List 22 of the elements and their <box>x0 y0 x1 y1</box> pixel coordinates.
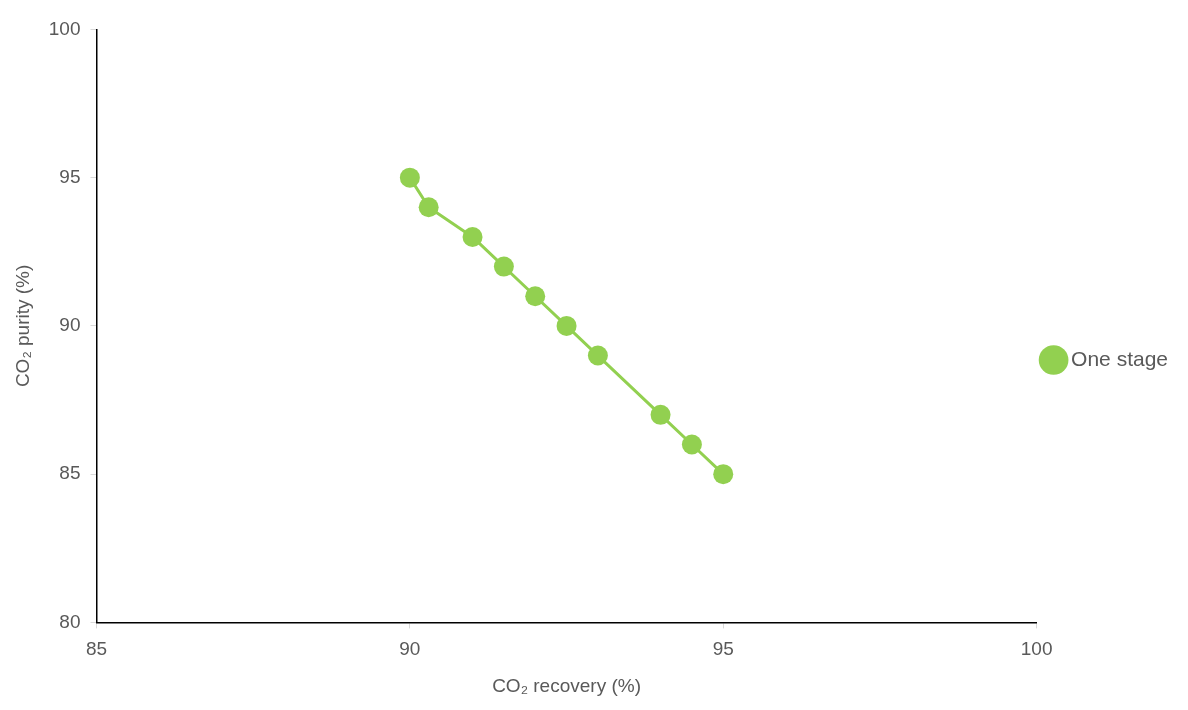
x-tick-label: 100 <box>1020 638 1053 660</box>
x-tick-label: 85 <box>85 638 108 660</box>
y-tick-label: 85 <box>59 462 81 484</box>
point <box>587 345 608 366</box>
point <box>713 464 734 485</box>
legend-label: One stage <box>1071 346 1169 370</box>
x-axis-title: CO₂ recovery (%) <box>492 674 641 696</box>
point <box>681 434 702 455</box>
point <box>525 286 546 307</box>
point <box>462 226 483 247</box>
y-axis-title: CO₂ purity (%) <box>11 264 33 388</box>
y-tick-label: 80 <box>59 610 81 632</box>
y-tick-label: 100 <box>48 17 81 39</box>
point <box>418 197 439 218</box>
x-tick-label: 90 <box>399 638 421 660</box>
point <box>493 256 514 277</box>
point <box>399 167 420 188</box>
y-tick-label: 90 <box>59 314 81 336</box>
x-tick-label: 95 <box>712 638 734 660</box>
point <box>650 404 671 425</box>
point <box>556 315 577 336</box>
y-tick-label: 95 <box>59 165 81 187</box>
